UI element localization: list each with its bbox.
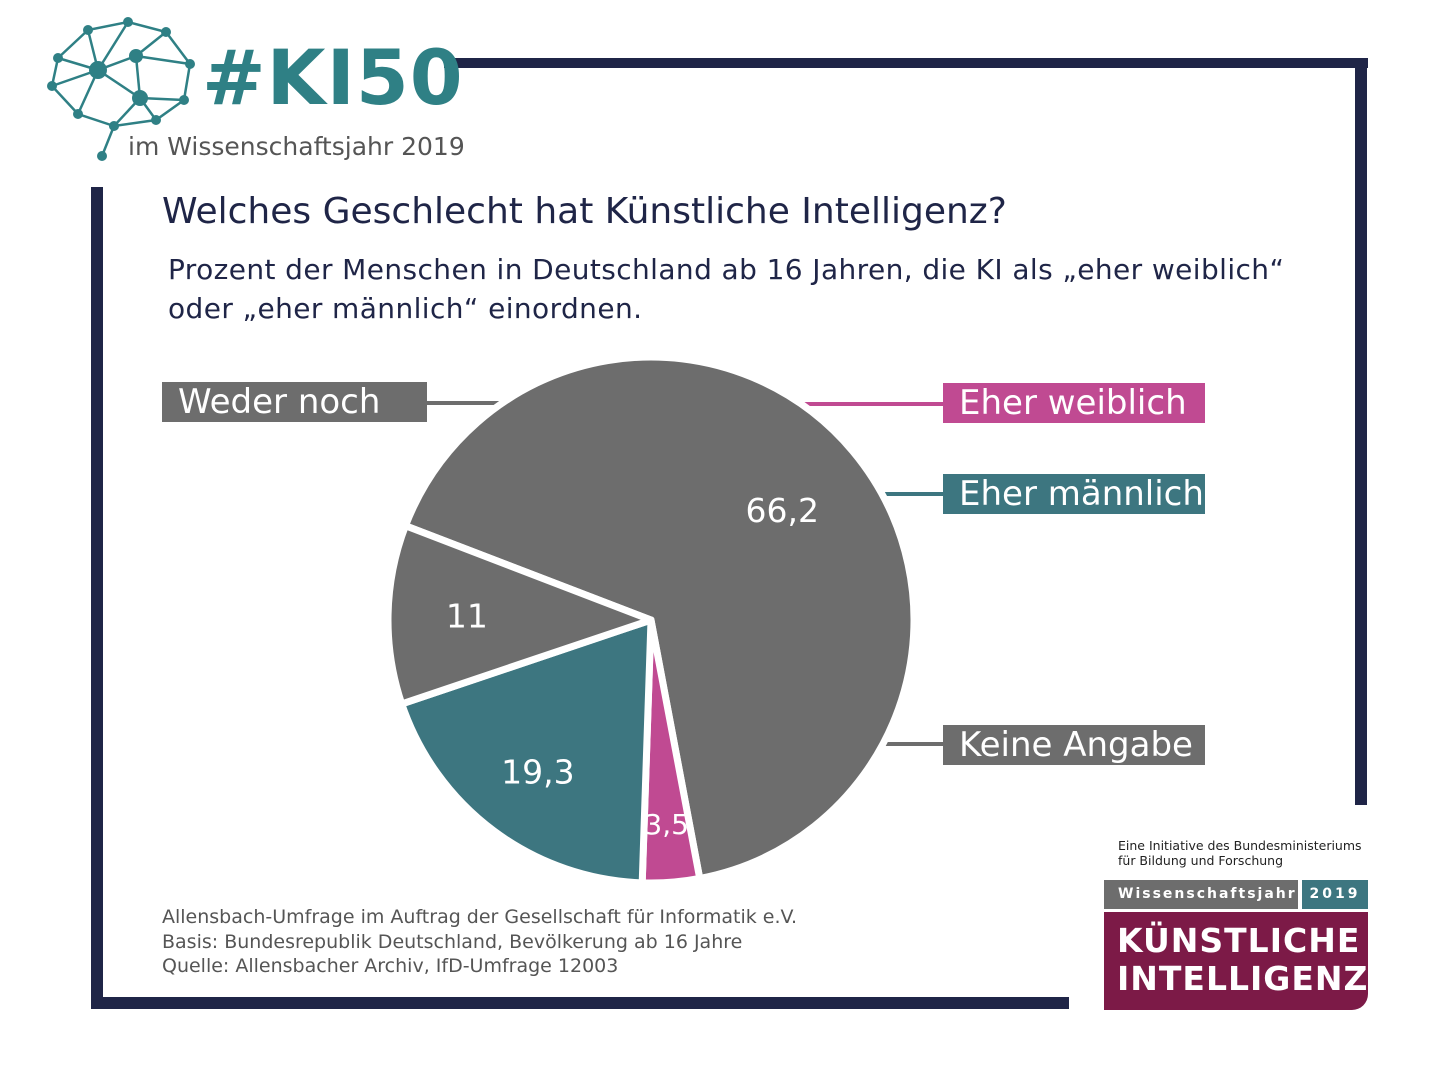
neural-brain-icon [47,17,195,161]
frame-left-bar [91,187,103,1009]
initiative-line-2: für Bildung und Forschung [1118,853,1284,868]
frame-bottom-bar [91,997,1069,1009]
pie-slice-keine-angabe [384,522,655,708]
chart-subtitle: Prozent der Menschen in Deutschland ab 1… [168,253,1285,325]
chart-title: Welches Geschlecht hat Künstliche Intell… [162,191,1007,232]
kuenstliche-intelligenz-logo: KÜNSTLICHE INTELLIGENZ [1104,912,1368,1010]
ki-logo-line-1: KÜNSTLICHE [1117,921,1361,960]
legend-label-eher-maennlich: Eher männlich [943,474,1205,514]
legend-label-eher-weiblich: Eher weiblich [943,383,1205,423]
source-line-1: Allensbach-Umfrage im Auftrag der Gesell… [162,906,798,928]
slice-value-label-eher-weiblich: 3,5 [644,808,689,841]
source-line-3: Quelle: Allensbacher Archiv, IfD-Umfrage… [162,955,619,977]
legend-label-keine-angabe: Keine Angabe [943,725,1205,765]
frame-right-bar [1355,58,1367,805]
slice-value-label-eher-maennlich: 19,3 [501,752,574,791]
hashtag-title: #KI50 [202,33,464,122]
legend-label-weder-noch: Weder noch [162,382,427,422]
year-badge: 2019 [1302,880,1368,909]
ki-logo-line-2: INTELLIGENZ [1117,959,1369,998]
pie-slice-weder-noch [401,353,918,882]
legend-leader-lines [427,401,943,746]
source-line-2: Basis: Bundesrepublik Deutschland, Bevöl… [162,930,743,953]
frame-top-bar [444,58,1368,68]
source-note: Allensbach-Umfrage im Auftrag der Gesell… [162,905,797,979]
slice-value-label-weder-noch: 66,2 [746,491,819,530]
initiative-note: Eine Initiative des Bundesministeriums f… [1118,838,1362,868]
slice-value-label-keine-angabe: 11 [446,597,488,636]
hashtag-subtitle: im Wissenschaftsjahr 2019 [128,132,465,161]
initiative-line-1: Eine Initiative des Bundesministeriums [1118,838,1362,853]
wissenschaftsjahr-badge: Wissenschaftsjahr [1104,880,1298,909]
